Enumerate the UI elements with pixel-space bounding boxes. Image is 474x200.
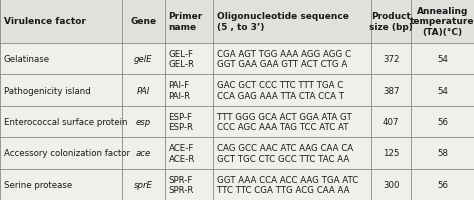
Text: 56: 56 [437,117,448,126]
Text: GAC GCT CCC TTC TTT TGA C
CCA GAG AAA TTA CTA CCA T: GAC GCT CCC TTC TTT TGA C CCA GAG AAA TT… [218,81,345,100]
Bar [0,0,474,44]
Text: GEL-F
GEL-R: GEL-F GEL-R [169,50,195,69]
Text: 372: 372 [383,55,400,64]
Text: Serine protease: Serine protease [4,180,72,189]
Text: TTT GGG GCA ACT GGA ATA GT
CCC AGC AAA TAG TCC ATC AT: TTT GGG GCA ACT GGA ATA GT CCC AGC AAA T… [218,112,352,132]
Text: PAI-F
PAI-R: PAI-F PAI-R [169,81,191,100]
Text: Oligonucleotide sequence
(5 , to 3’): Oligonucleotide sequence (5 , to 3’) [218,12,349,32]
Text: 387: 387 [383,86,400,95]
Text: Product
size (bp): Product size (bp) [369,12,413,32]
Text: sprE: sprE [134,180,153,189]
Text: SPR-F
SPR-R: SPR-F SPR-R [169,175,194,194]
Text: 125: 125 [383,149,400,158]
Text: 407: 407 [383,117,400,126]
Text: esp: esp [136,117,151,126]
Text: Annealing
temperature
(TA)(°C): Annealing temperature (TA)(°C) [410,7,474,37]
Text: Pathogenicity island: Pathogenicity island [4,86,91,95]
Text: ESP-F
ESP-R: ESP-F ESP-R [169,112,193,132]
Text: ACE-F
ACE-R: ACE-F ACE-R [169,143,195,163]
Text: 54: 54 [437,86,448,95]
Text: gelE: gelE [134,55,153,64]
Text: Gene: Gene [130,17,156,26]
Text: Virulence factor: Virulence factor [4,17,86,26]
Text: CGA AGT TGG AAA AGG AGG C
GGT GAA GAA GTT ACT CTG A: CGA AGT TGG AAA AGG AGG C GGT GAA GAA GT… [218,50,352,69]
Text: PAI: PAI [137,86,150,95]
Text: GGT AAA CCA ACC AAG TGA ATC
TTC TTC CGA TTG ACG CAA AA: GGT AAA CCA ACC AAG TGA ATC TTC TTC CGA … [218,175,359,194]
Text: 56: 56 [437,180,448,189]
Text: 58: 58 [437,149,448,158]
Text: ace: ace [136,149,151,158]
Text: Accessory colonization factor: Accessory colonization factor [4,149,130,158]
Text: Gelatinase: Gelatinase [4,55,50,64]
Text: Primer
name: Primer name [169,12,203,32]
Text: 300: 300 [383,180,400,189]
Text: Enterococcal surface protein: Enterococcal surface protein [4,117,128,126]
Text: 54: 54 [437,55,448,64]
Text: CAG GCC AAC ATC AAG CAA CA
GCT TGC CTC GCC TTC TAC AA: CAG GCC AAC ATC AAG CAA CA GCT TGC CTC G… [218,143,354,163]
